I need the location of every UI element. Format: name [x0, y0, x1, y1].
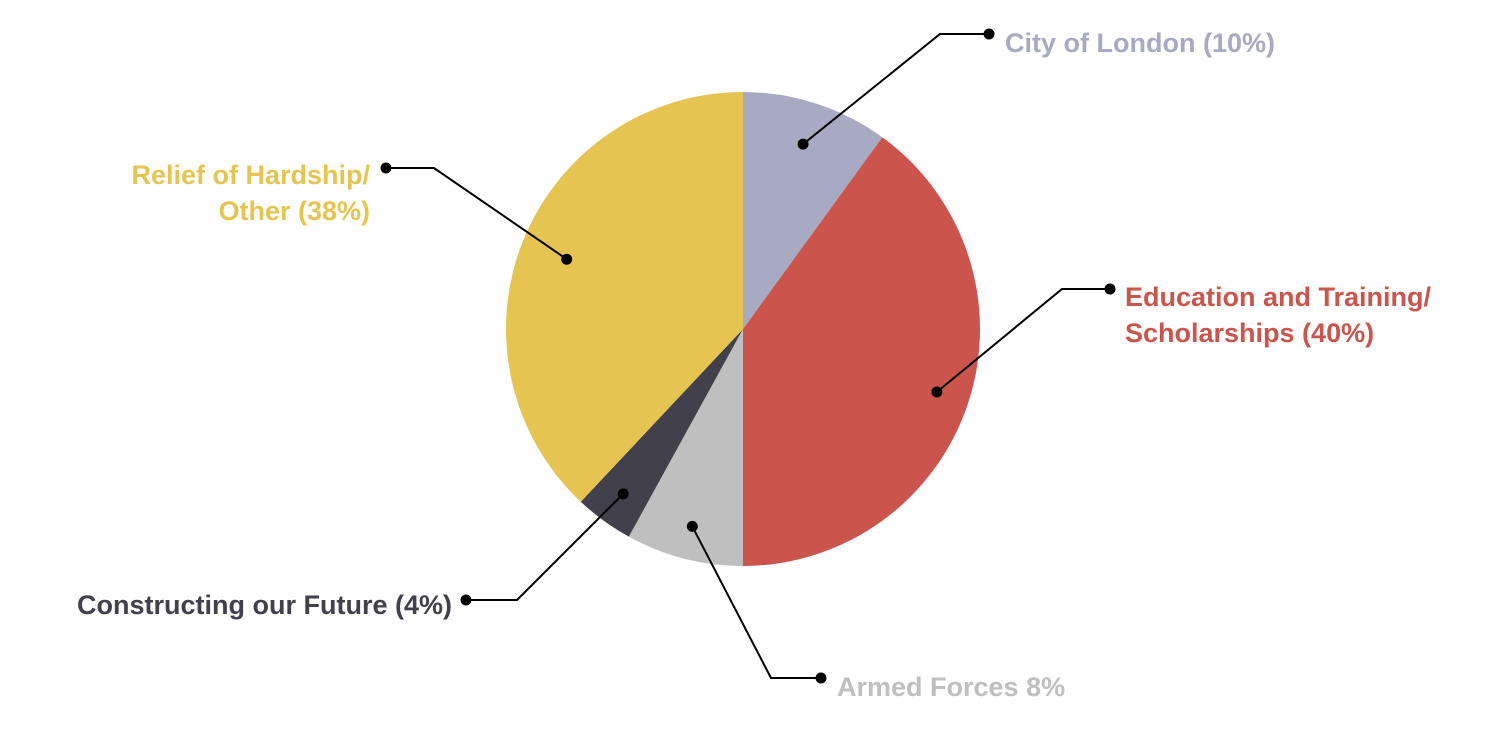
slice-label-3: Constructing our Future (4%) — [77, 590, 452, 620]
leader-dot-outer-0 — [983, 28, 995, 40]
leader-line-2 — [691, 525, 821, 679]
slice-label-line: Education and Training/ — [1125, 282, 1432, 312]
slice-label-line: City of London (10%) — [1005, 28, 1275, 58]
leader-line-3 — [466, 493, 624, 601]
leader-dot-inner-1 — [931, 386, 943, 398]
leader-line-1 — [936, 288, 1110, 393]
leader-dot-outer-2 — [815, 672, 827, 684]
leader-dot-outer-4 — [380, 162, 392, 174]
pie-slice-2 — [628, 329, 743, 566]
slice-label-line: Scholarships (40%) — [1125, 318, 1374, 348]
slice-label-0: City of London (10%) — [1005, 28, 1275, 58]
pie-slice-3 — [580, 329, 743, 537]
pie-slice-0 — [743, 92, 883, 329]
leader-dot-inner-3 — [617, 488, 629, 500]
leader-dot-inner-0 — [797, 138, 809, 150]
slice-label-1: Education and Training/Scholarships (40%… — [1125, 282, 1432, 348]
leader-line-4 — [386, 167, 568, 261]
slice-label-line: Constructing our Future (4%) — [77, 590, 452, 620]
leader-dot-inner-2 — [686, 520, 698, 532]
slice-label-2: Armed Forces 8% — [837, 672, 1065, 702]
leader-dot-inner-4 — [561, 253, 573, 265]
slice-label-4: Relief of Hardship/Other (38%) — [131, 160, 370, 226]
leader-dot-outer-3 — [460, 594, 472, 606]
leader-line-0 — [802, 33, 989, 145]
pie-slice-4 — [506, 92, 743, 502]
leader-dot-outer-1 — [1104, 283, 1116, 295]
slice-label-line: Other (38%) — [218, 196, 370, 226]
pie-slice-1 — [743, 137, 980, 566]
slice-label-line: Relief of Hardship/ — [131, 160, 370, 190]
slice-label-line: Armed Forces 8% — [837, 672, 1065, 702]
